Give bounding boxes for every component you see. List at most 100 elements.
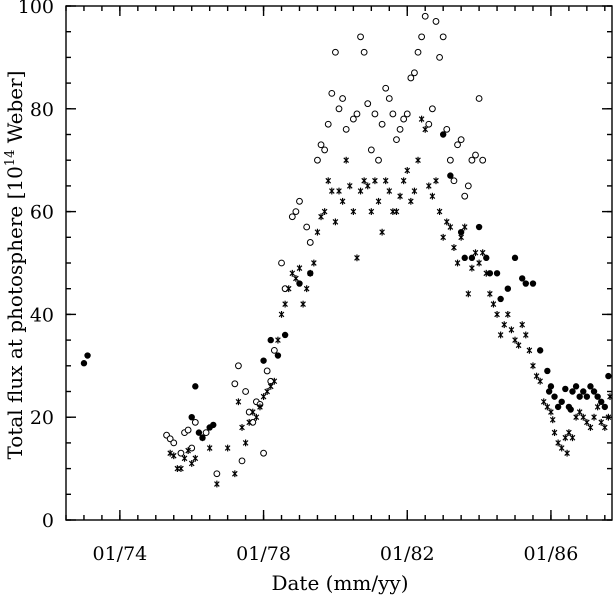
asterisk-point <box>350 208 357 215</box>
asterisk-point <box>296 264 303 272</box>
asterisk-point <box>300 300 306 308</box>
open-circle-point <box>335 105 343 113</box>
asterisk-point <box>501 321 508 329</box>
asterisk-point <box>368 208 375 215</box>
filled-circle-point <box>483 254 490 262</box>
filled-circle-point <box>192 383 199 390</box>
asterisk-point <box>224 444 231 452</box>
filled-circle-point <box>562 385 569 393</box>
asterisk-point <box>533 372 540 380</box>
y-axis-title-main: Total flux at photosphere [10 <box>3 166 27 459</box>
open-circle-point <box>231 380 239 388</box>
open-circle-point <box>278 259 285 267</box>
asterisk-point <box>479 249 486 257</box>
filled-circle-point <box>554 403 562 411</box>
filled-circle-point <box>567 406 574 413</box>
asterisk-point <box>260 393 267 401</box>
asterisk-point <box>181 454 188 462</box>
asterisk-point <box>325 177 332 185</box>
asterisk-point <box>587 424 594 431</box>
filled-circle-point <box>583 393 591 400</box>
asterisk-point <box>555 439 561 447</box>
asterisk-point <box>519 321 526 329</box>
open-circle-point <box>371 110 379 118</box>
open-circle-point <box>292 208 300 216</box>
plot-frame <box>65 5 613 521</box>
filled-circle-point <box>195 429 203 436</box>
asterisk-point <box>354 254 360 262</box>
asterisk-point <box>188 460 195 467</box>
asterisk-point <box>361 177 367 185</box>
filled-circle-point <box>529 280 537 287</box>
open-circle-point <box>396 125 404 133</box>
asterisk-point <box>465 290 472 298</box>
y-tick-label: 0 <box>42 510 54 532</box>
asterisk-point <box>505 311 511 318</box>
filled-circle-point <box>544 367 551 375</box>
open-circle-point <box>170 439 178 447</box>
open-circle-point <box>439 33 447 41</box>
filled-circle-point <box>545 388 553 395</box>
filled-circle-point <box>274 352 282 359</box>
filled-circle-point <box>522 280 529 287</box>
open-circle-point <box>382 84 390 92</box>
open-circle-point <box>454 141 461 149</box>
open-circle-point <box>270 346 278 354</box>
open-circle-point <box>421 12 429 20</box>
filled-circle-point <box>267 336 274 344</box>
open-circle-point <box>353 110 361 118</box>
asterisk-point <box>246 418 253 426</box>
open-circle-point <box>457 136 465 144</box>
asterisk-point <box>425 182 432 190</box>
asterisk-point <box>461 223 468 231</box>
open-circle-point <box>411 69 418 77</box>
open-circle-point <box>263 367 271 375</box>
asterisk-point <box>271 377 278 385</box>
asterisk-point <box>170 452 177 460</box>
asterisk-point <box>185 447 191 455</box>
open-circle-point <box>314 156 321 164</box>
asterisk-point <box>328 187 335 195</box>
asterisk-point <box>469 264 475 272</box>
open-circle-point <box>213 470 221 478</box>
filled-circle-point <box>605 372 612 380</box>
open-circle-point <box>332 48 339 56</box>
asterisk-point <box>311 259 317 267</box>
open-circle-point <box>364 100 372 108</box>
filled-circle-point <box>594 393 601 400</box>
asterisk-point <box>580 413 587 421</box>
open-circle-point <box>479 156 487 164</box>
asterisk-point <box>346 182 353 190</box>
asterisk-point <box>415 156 421 164</box>
open-circle-point <box>238 457 246 465</box>
open-circle-point <box>407 74 415 82</box>
filled-circle-point <box>576 393 583 400</box>
filled-circle-point <box>569 388 576 395</box>
open-circle-point <box>432 18 440 25</box>
y-axis-title-unit: Weber] <box>3 71 27 150</box>
open-circle-point <box>260 449 267 457</box>
open-circle-point <box>188 444 196 452</box>
asterisk-point <box>576 408 583 416</box>
y-tick-label: 80 <box>30 99 54 121</box>
asterisk-point <box>257 403 263 411</box>
open-circle-point <box>202 429 210 437</box>
asterisk-point <box>382 177 389 185</box>
asterisk-point <box>440 233 446 241</box>
asterisk-point <box>549 416 556 424</box>
open-circle-point <box>425 120 433 128</box>
asterisk-point <box>490 300 497 308</box>
asterisk-point <box>242 439 249 447</box>
open-circle-point <box>461 192 469 200</box>
open-circle-point <box>367 146 375 154</box>
x-tick-label: 01/78 <box>236 543 291 565</box>
open-circle-point <box>428 105 436 113</box>
open-circle-point <box>378 120 386 128</box>
asterisk-point <box>303 285 310 293</box>
filled-circle-point <box>493 270 501 277</box>
asterisk-point <box>472 249 479 257</box>
asterisk-point <box>357 187 364 195</box>
asterisk-point <box>607 393 613 401</box>
y-tick-label: 20 <box>30 407 54 429</box>
